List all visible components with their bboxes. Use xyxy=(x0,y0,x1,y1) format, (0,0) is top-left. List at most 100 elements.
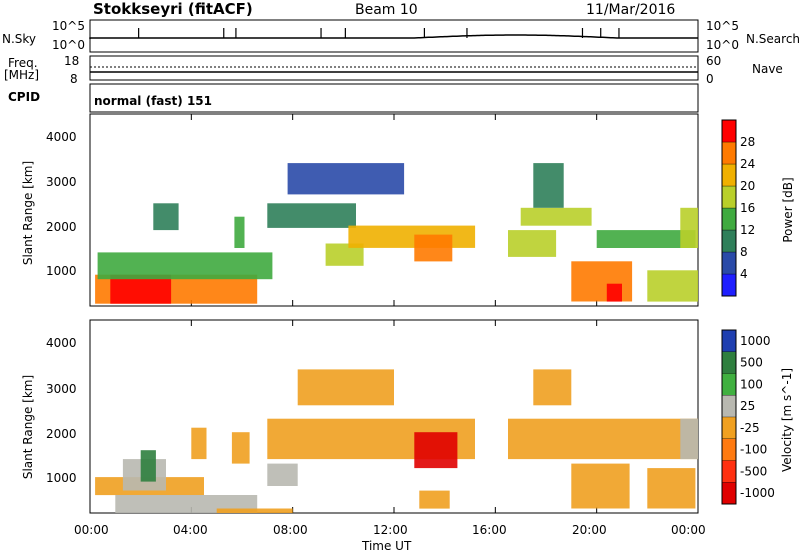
noise-left-tick-top: 10^5 xyxy=(52,19,85,33)
radar-title: Stokkseyri (fitACF) xyxy=(93,0,253,18)
noise-search-label: N.Search xyxy=(746,32,800,46)
noise-right-tick-bottom: 10^0 xyxy=(706,38,739,52)
noise-left-tick-bottom: 10^0 xyxy=(52,38,85,52)
velocity-colorbar-tick: -500 xyxy=(740,464,767,478)
noise-sky-line xyxy=(89,34,698,39)
velocity-cell xyxy=(647,468,696,509)
velocity-colorbar-tick: 25 xyxy=(740,399,755,413)
velocity-ytick-2000: 2000 xyxy=(46,427,77,441)
nave-label: Nave xyxy=(752,62,783,76)
velocity-cell xyxy=(414,432,458,469)
power-cell xyxy=(596,230,696,248)
velocity-cell xyxy=(419,490,450,509)
freq-unit-label: [MHz] xyxy=(4,68,40,82)
power-cell xyxy=(97,252,273,280)
power-colorbar-frame xyxy=(721,119,737,297)
freq-label: Freq. xyxy=(8,56,38,70)
power-ytick-4000: 4000 xyxy=(46,130,77,144)
velocity-ytick-1000: 1000 xyxy=(46,471,77,485)
power-cell xyxy=(325,243,364,266)
power-ytick-3000: 3000 xyxy=(46,175,77,189)
power-colorbar-segment xyxy=(721,119,737,143)
time-label-4: 16:00 xyxy=(472,523,507,537)
power-colorbar-segment xyxy=(721,207,737,231)
noise-sky-label: N.Sky xyxy=(2,32,37,46)
velocity-colorbar-segment xyxy=(721,329,737,352)
power-colorbar-tick: 4 xyxy=(740,267,748,281)
cpid-panel-frame xyxy=(89,83,699,113)
power-cell xyxy=(606,283,622,302)
power-cell xyxy=(647,270,698,302)
freq-tick-bottom: 8 xyxy=(70,72,78,86)
power-cell xyxy=(571,261,633,302)
velocity-colorbar-tick: 100 xyxy=(740,377,763,391)
date-label: 11/Mar/2016 xyxy=(586,2,676,18)
velocity-colorbar-tick: -25 xyxy=(740,421,760,435)
power-cell xyxy=(287,163,405,195)
time-label-5: 20:00 xyxy=(572,523,607,537)
power-cell xyxy=(267,203,356,228)
power-cell xyxy=(153,203,179,231)
power-colorbar-tick: 12 xyxy=(740,223,755,237)
velocity-ytick-3000: 3000 xyxy=(46,382,77,396)
power-cell xyxy=(520,207,592,226)
noise-right-tick-top: 10^5 xyxy=(706,19,739,33)
power-colorbar-tick: 28 xyxy=(740,135,755,149)
power-ytick-2000: 2000 xyxy=(46,220,77,234)
velocity-colorbar-segment xyxy=(721,438,737,461)
power-cell xyxy=(414,234,453,262)
power-cell xyxy=(110,274,172,304)
cpid-value: normal (fast) 151 xyxy=(94,94,212,108)
time-label-1: 04:00 xyxy=(173,523,208,537)
time-axis-title: Time UT xyxy=(362,539,412,553)
velocity-colorbar-segment xyxy=(721,482,737,505)
velocity-cell xyxy=(231,432,250,464)
power-cell xyxy=(533,163,564,208)
power-colorbar-tick: 20 xyxy=(740,179,755,193)
velocity-colorbar-tick: -1000 xyxy=(740,486,775,500)
freq-tick-top: 18 xyxy=(64,54,80,68)
velocity-cell xyxy=(140,450,156,482)
velocity-cell xyxy=(267,463,298,486)
velocity-cell xyxy=(508,418,698,460)
velocity-cell xyxy=(216,508,293,513)
power-colorbar-segment xyxy=(721,273,737,297)
velocity-cell xyxy=(571,463,630,509)
power-colorbar-segment xyxy=(721,251,737,275)
velocity-colorbar-frame xyxy=(721,329,737,505)
cpid-label: CPID xyxy=(8,90,41,104)
power-cell xyxy=(348,225,476,248)
velocity-cell xyxy=(533,369,572,406)
time-label-2: 08:00 xyxy=(273,523,308,537)
nave-tick-top: 60 xyxy=(706,54,722,68)
velocity-ytick-4000: 4000 xyxy=(46,336,77,350)
velocity-colorbar-tick: 500 xyxy=(740,356,763,370)
velocity-colorbar-tick: -100 xyxy=(740,443,767,457)
power-ytick-1000: 1000 xyxy=(46,264,77,278)
power-cell xyxy=(680,207,698,248)
power-colorbar-tick: 8 xyxy=(740,245,748,259)
beam-label: Beam 10 xyxy=(355,2,418,18)
power-colorbar-segment xyxy=(721,141,737,165)
power-colorbar-tick: 24 xyxy=(740,157,755,171)
velocity-colorbar-segment xyxy=(721,416,737,439)
power-colorbar-tick: 16 xyxy=(740,201,755,215)
velocity-colorbar-segment xyxy=(721,460,737,483)
power-cell xyxy=(234,216,245,248)
power-colorbar-segment xyxy=(721,229,737,253)
nave-tick-bottom: 0 xyxy=(706,72,714,86)
noise-panel-frame xyxy=(89,19,699,53)
power-colorbar-segment xyxy=(721,185,737,209)
velocity-colorbar-segment xyxy=(721,395,737,418)
velocity-colorbar-segment xyxy=(721,373,737,396)
velocity-colorbar-tick: 1000 xyxy=(740,334,771,348)
time-label-3: 12:00 xyxy=(373,523,408,537)
freq-panel-frame xyxy=(89,55,699,81)
power-cell xyxy=(508,230,557,257)
velocity-cell xyxy=(297,369,394,406)
velocity-cell xyxy=(680,418,698,460)
velocity-cell xyxy=(191,427,207,460)
time-label-6: 00:00 xyxy=(671,523,706,537)
velocity-colorbar-segment xyxy=(721,351,737,374)
